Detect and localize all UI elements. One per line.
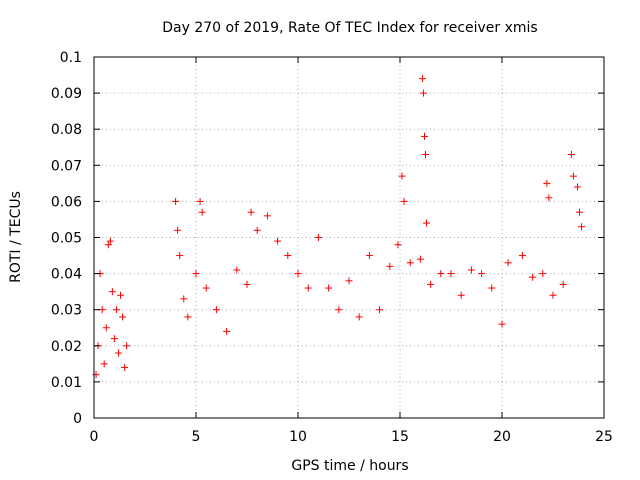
- data-point: [106, 237, 114, 245]
- data-point: [427, 280, 435, 288]
- data-point: [104, 241, 112, 249]
- y-tick-label: 0.03: [51, 303, 82, 319]
- data-point: [457, 291, 465, 299]
- data-point: [386, 262, 394, 270]
- data-point: [114, 349, 122, 357]
- data-point: [202, 284, 210, 292]
- y-tick-label: 0.05: [51, 231, 82, 247]
- data-point: [543, 179, 551, 187]
- data-point: [419, 89, 427, 97]
- data-point: [184, 313, 192, 321]
- x-tick-label: 5: [192, 429, 201, 445]
- data-point: [121, 363, 129, 371]
- x-tick-label: 25: [595, 429, 613, 445]
- data-point: [314, 234, 322, 241]
- axis-ticks: [93, 56, 605, 419]
- data-point: [400, 197, 408, 205]
- data-point: [198, 208, 206, 216]
- y-tick-label: 0.06: [51, 194, 82, 210]
- gridlines: [94, 57, 604, 418]
- data-point: [294, 270, 302, 278]
- x-tick-label: 15: [391, 429, 409, 445]
- data-points: [92, 75, 586, 379]
- data-point: [437, 270, 445, 278]
- data-point: [576, 208, 584, 216]
- chart-title: Day 270 of 2019, Rate Of TEC Index for r…: [162, 20, 537, 36]
- data-point: [504, 259, 512, 267]
- y-tick-label: 0.04: [51, 267, 82, 283]
- data-point: [345, 277, 353, 285]
- data-point: [233, 266, 241, 274]
- data-point: [174, 226, 182, 234]
- data-point: [416, 255, 424, 263]
- data-point: [247, 208, 255, 216]
- x-tick-labels: 0 5 10 15 20 25: [90, 429, 613, 445]
- data-point: [376, 306, 384, 314]
- y-tick-label: 0: [73, 411, 82, 427]
- data-point: [196, 197, 204, 205]
- x-tick-label: 0: [90, 429, 99, 445]
- data-point: [304, 284, 312, 292]
- x-tick-label: 20: [493, 429, 511, 445]
- data-point: [355, 313, 363, 321]
- data-point: [559, 280, 567, 288]
- data-point: [418, 75, 426, 83]
- data-point: [112, 306, 120, 314]
- data-point: [335, 306, 343, 314]
- data-point: [545, 194, 553, 202]
- data-point: [573, 183, 581, 191]
- data-point: [394, 241, 402, 249]
- y-tick-label: 0.07: [51, 158, 82, 174]
- y-tick-label: 0.1: [60, 50, 82, 66]
- data-point: [578, 223, 586, 231]
- data-point: [253, 226, 261, 234]
- data-point: [274, 237, 282, 245]
- data-point: [365, 252, 373, 260]
- data-point: [423, 219, 431, 227]
- y-tick-label: 0.09: [51, 86, 82, 102]
- data-point: [117, 291, 125, 299]
- y-tick-label: 0.02: [51, 339, 82, 355]
- data-point: [569, 172, 577, 180]
- data-point: [100, 360, 108, 368]
- data-point: [119, 313, 127, 321]
- data-point: [549, 291, 557, 299]
- data-point: [212, 306, 220, 314]
- data-point: [102, 324, 110, 332]
- data-point: [243, 280, 251, 288]
- data-point: [284, 252, 292, 260]
- data-point: [263, 212, 271, 220]
- data-point: [447, 270, 455, 278]
- data-point: [108, 288, 116, 296]
- x-axis-label: GPS time / hours: [291, 458, 408, 474]
- data-point: [325, 284, 333, 292]
- data-point: [192, 270, 200, 278]
- y-tick-label: 0.08: [51, 122, 82, 138]
- data-point: [406, 259, 414, 267]
- data-point: [488, 284, 496, 292]
- data-point: [420, 132, 428, 140]
- data-point: [529, 273, 537, 281]
- y-tick-label: 0.01: [51, 375, 82, 391]
- data-point: [422, 150, 429, 158]
- data-point: [110, 335, 118, 343]
- x-tick-label: 10: [289, 429, 307, 445]
- data-point: [223, 327, 231, 335]
- data-point: [518, 252, 526, 260]
- data-point: [172, 197, 180, 205]
- data-point: [478, 270, 486, 278]
- data-point: [398, 172, 406, 180]
- data-point: [539, 270, 547, 278]
- data-point: [180, 295, 188, 303]
- data-point: [123, 342, 131, 350]
- data-point: [498, 320, 506, 328]
- data-point: [567, 150, 575, 158]
- y-tick-labels: 0 0.01 0.02 0.03 0.04 0.05 0.06 0.07 0.08 0.09 0.1: [51, 50, 82, 427]
- data-point: [467, 266, 475, 274]
- data-point: [176, 252, 184, 260]
- y-axis-label: ROTI / TECUs: [8, 191, 24, 283]
